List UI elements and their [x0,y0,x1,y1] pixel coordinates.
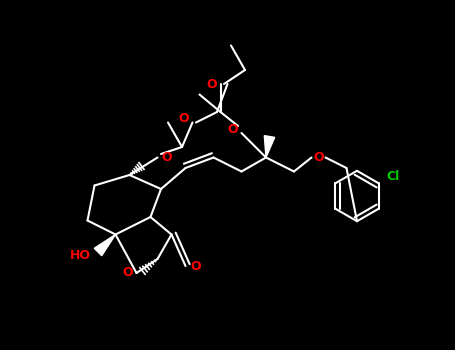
Polygon shape [264,136,275,158]
Text: HO: HO [70,249,91,262]
Text: O: O [228,123,238,136]
Text: Cl: Cl [386,170,399,183]
Text: O: O [178,112,189,126]
Text: O: O [313,151,324,164]
Text: O: O [191,259,201,273]
Text: O: O [122,266,133,280]
Polygon shape [94,234,116,256]
Text: O: O [207,77,217,91]
Text: O: O [161,151,172,164]
